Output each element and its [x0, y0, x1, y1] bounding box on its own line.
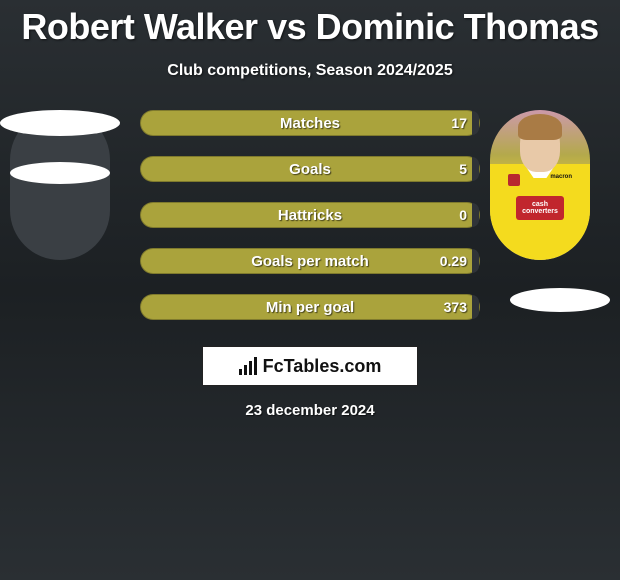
brand-box[interactable]: FcTables.com	[202, 346, 418, 386]
stat-bar-empty-segment	[472, 157, 479, 181]
stat-bar: Hattricks 0	[140, 202, 480, 228]
stat-bar-empty-segment	[472, 111, 479, 135]
stat-bar-empty-segment	[472, 249, 479, 273]
kit-maker-label: macron	[550, 174, 572, 180]
stat-label: Min per goal	[266, 299, 354, 316]
stat-value-right: 5	[459, 161, 467, 177]
stat-bar: Goals per match 0.29	[140, 248, 480, 274]
player-left-avatar	[10, 110, 110, 260]
stat-label: Goals	[289, 161, 331, 178]
stat-bars: Matches 17 Goals 5 Hattricks 0 Goals per match…	[140, 110, 480, 320]
club-crest-icon	[508, 174, 520, 186]
page-title: Robert Walker vs Dominic Thomas	[21, 6, 598, 48]
player-right-avatar: macron cash converters	[490, 110, 590, 260]
brand-label: FcTables.com	[263, 356, 382, 377]
stat-value-right: 373	[444, 299, 467, 315]
stat-value-right: 0	[459, 207, 467, 223]
brand-bars-icon	[239, 357, 257, 375]
stat-bar: Min per goal 373	[140, 294, 480, 320]
player-hair	[518, 114, 562, 140]
stat-value-right: 0.29	[440, 253, 467, 269]
stat-label: Matches	[280, 115, 340, 132]
shirt-sponsor: cash converters	[516, 196, 564, 220]
stat-bar: Matches 17	[140, 110, 480, 136]
comparison-card: Robert Walker vs Dominic Thomas Club com…	[0, 0, 620, 419]
stat-bar-empty-segment	[472, 203, 479, 227]
date-label: 23 december 2024	[0, 402, 620, 419]
stat-label: Goals per match	[251, 253, 369, 270]
comparison-body: macron cash converters Matches 17 Goals 5 Ha…	[0, 110, 620, 419]
stat-bar: Goals 5	[140, 156, 480, 182]
stat-label: Hattricks	[278, 207, 342, 224]
decorative-pill-right	[510, 288, 610, 312]
stat-bar-empty-segment	[472, 295, 479, 319]
stat-value-right: 17	[451, 115, 467, 131]
subtitle: Club competitions, Season 2024/2025	[167, 62, 452, 80]
